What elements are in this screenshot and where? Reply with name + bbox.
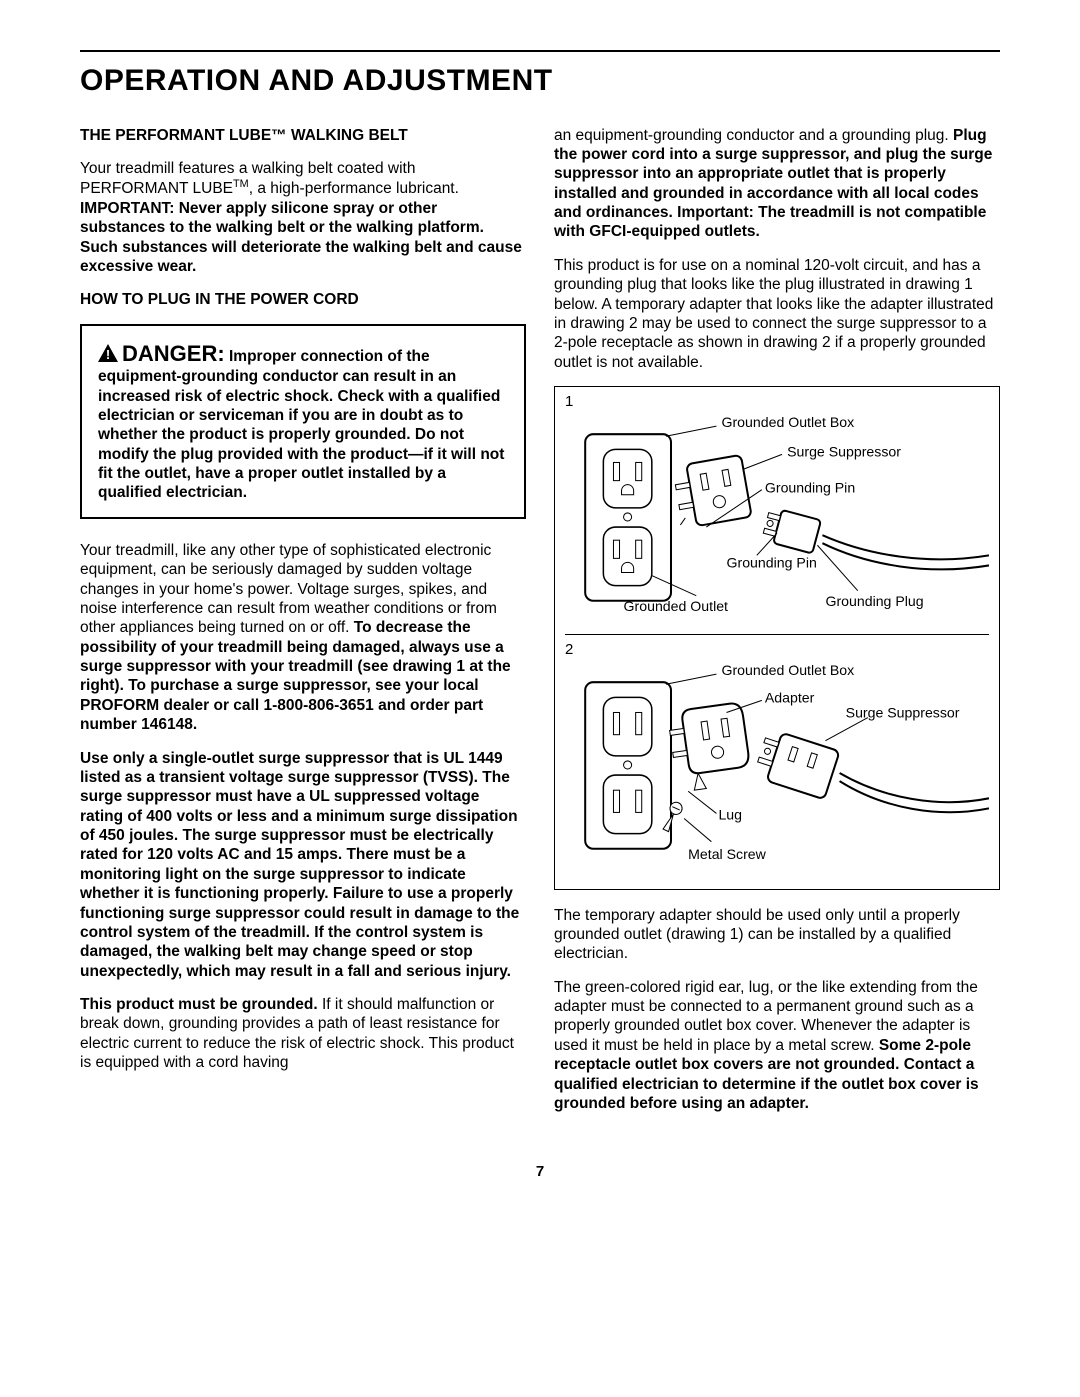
grounded-paragraph: This product must be grounded. If it sho…	[80, 995, 526, 1073]
right-p2: This product is for use on a nominal 120…	[554, 256, 1000, 372]
ul-spec-paragraph: Use only a single-outlet surge suppresso…	[80, 749, 526, 982]
section-heading-plug: HOW TO PLUG IN THE POWER CORD	[80, 290, 526, 309]
surge-bold: To decrease the possibility of your trea…	[80, 619, 511, 733]
danger-text: ! DANGER: Improper connection of the equ…	[98, 340, 508, 503]
d1-outlet-box-label: Grounded Outlet Box	[721, 414, 854, 430]
right-column: an equipment-grounding conductor and a g…	[554, 126, 1000, 1128]
left-column: THE PERFORMANT LUBE™ WALKING BELT Your t…	[80, 126, 526, 1128]
danger-body: Improper connection of the equipment-gro…	[98, 348, 504, 502]
diagram-2-number: 2	[565, 641, 989, 660]
warning-icon: !	[98, 344, 118, 367]
d2-screw-label: Metal Screw	[688, 845, 767, 861]
diagram-1: 1	[565, 393, 989, 626]
diagram-2-svg: Grounded Outlet Box Adapter Surge Suppre…	[565, 662, 989, 879]
right-p1a: an equipment-grounding conductor and a g…	[554, 127, 953, 144]
d2-adapter-label: Adapter	[765, 689, 815, 705]
lube-important-bold: IMPORTANT: Never apply silicone spray or…	[80, 200, 522, 275]
trademark-symbol: TM	[233, 178, 249, 190]
d1-gplug-label: Grounding Plug	[825, 593, 923, 609]
page-number: 7	[80, 1163, 1000, 1182]
right-p1: an equipment-grounding conductor and a g…	[554, 126, 1000, 242]
d1-gpin1-label: Grounding Pin	[765, 479, 855, 495]
diagram-1-number: 1	[565, 393, 989, 412]
grounded-lead: This product must be grounded.	[80, 996, 318, 1013]
diagram-box: 1	[554, 386, 1000, 890]
surge-paragraph: Your treadmill, like any other type of s…	[80, 541, 526, 735]
d1-surge-label: Surge Suppressor	[787, 443, 901, 459]
danger-lead: DANGER:	[122, 341, 225, 366]
diagram-2: 2	[565, 634, 989, 879]
svg-text:!: !	[106, 347, 110, 362]
page-title: OPERATION AND ADJUSTMENT	[80, 62, 1000, 100]
right-p3: The temporary adapter should be used onl…	[554, 906, 1000, 964]
d1-gpin2-label: Grounding Pin	[727, 554, 817, 570]
two-column-layout: THE PERFORMANT LUBE™ WALKING BELT Your t…	[80, 126, 1000, 1128]
d2-outlet-box-label: Grounded Outlet Box	[721, 662, 854, 678]
lube-text-b: , a high-performance lubricant.	[249, 180, 459, 197]
right-p4: The green-colored rigid ear, lug, or the…	[554, 978, 1000, 1114]
d2-lug-label: Lug	[718, 806, 742, 822]
top-rule	[80, 50, 1000, 52]
d2-surge-label: Surge Suppressor	[846, 704, 960, 720]
danger-box: ! DANGER: Improper connection of the equ…	[80, 324, 526, 519]
section-heading-lube: THE PERFORMANT LUBE™ WALKING BELT	[80, 126, 526, 145]
lube-paragraph: Your treadmill features a walking belt c…	[80, 159, 526, 276]
d1-goutlet-label: Grounded Outlet	[624, 598, 729, 614]
diagram-1-svg: Grounded Outlet Box Surge Suppressor Gro…	[565, 414, 989, 626]
